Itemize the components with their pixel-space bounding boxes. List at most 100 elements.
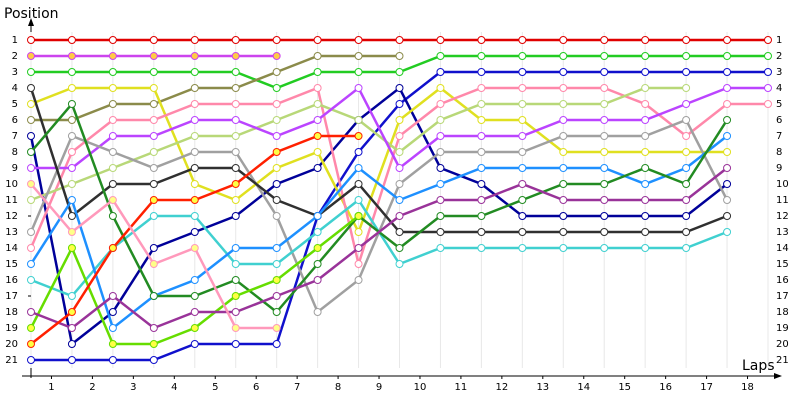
point <box>723 52 732 60</box>
point <box>108 36 117 44</box>
y2-tick-label: 7 <box>776 131 782 142</box>
y-tick-label: 14 <box>5 243 18 254</box>
point <box>395 68 404 76</box>
point <box>313 84 322 92</box>
y2-tick-label: 18 <box>776 307 789 318</box>
point <box>313 308 322 316</box>
point <box>27 36 35 44</box>
point <box>559 244 568 252</box>
point <box>108 292 117 300</box>
point <box>559 68 568 76</box>
point <box>723 116 732 124</box>
point <box>313 100 322 108</box>
point <box>108 148 117 156</box>
point <box>67 68 76 76</box>
point <box>231 212 240 220</box>
point <box>149 260 158 268</box>
point <box>477 116 486 124</box>
point <box>436 100 445 108</box>
y2-tick-label: 16 <box>776 275 789 286</box>
point <box>149 116 158 124</box>
point <box>231 116 240 124</box>
x-tick-label: 13 <box>536 382 549 393</box>
point <box>272 196 281 204</box>
point <box>108 196 117 204</box>
point <box>27 228 35 236</box>
point <box>313 276 322 284</box>
point <box>272 324 281 332</box>
point <box>559 148 568 156</box>
point <box>190 244 199 252</box>
point <box>190 308 199 316</box>
point <box>682 84 691 92</box>
point <box>641 148 650 156</box>
y-tick-label: 20 <box>5 339 18 350</box>
x-tick-label: 15 <box>618 382 631 393</box>
point <box>682 180 691 188</box>
point <box>518 244 527 252</box>
point <box>108 324 117 332</box>
point <box>518 68 527 76</box>
series-line <box>30 198 728 298</box>
x-tick-label: 17 <box>700 382 713 393</box>
point <box>518 164 527 172</box>
point <box>272 52 281 60</box>
point <box>231 148 240 156</box>
y2-tick-label: 12 <box>776 211 789 222</box>
y2-tick-label: 9 <box>776 163 782 174</box>
point <box>231 244 240 252</box>
point <box>764 36 772 44</box>
y2-tick-label: 6 <box>776 115 782 126</box>
point <box>600 132 609 140</box>
point <box>395 196 404 204</box>
point <box>559 196 568 204</box>
point <box>641 84 650 92</box>
point <box>395 148 404 156</box>
point <box>149 196 158 204</box>
point <box>559 100 568 108</box>
y2-tick-label: 14 <box>776 243 789 254</box>
point <box>67 228 76 236</box>
point <box>231 340 240 348</box>
point <box>436 212 445 220</box>
point <box>27 196 35 204</box>
y-tick-label: 1 <box>12 35 18 46</box>
point <box>354 180 363 188</box>
point <box>149 292 158 300</box>
point <box>149 148 158 156</box>
point <box>231 132 240 140</box>
point <box>67 180 76 188</box>
y-tick-label: 12 <box>5 211 18 222</box>
point <box>600 36 609 44</box>
point <box>723 84 732 92</box>
series-line <box>29 135 728 331</box>
point <box>559 212 568 220</box>
point <box>559 116 568 124</box>
x-tick-label: 2 <box>89 382 95 393</box>
series-line <box>30 167 728 330</box>
x-axis-label: Laps <box>742 358 775 374</box>
point <box>149 68 158 76</box>
point <box>682 244 691 252</box>
point <box>477 196 486 204</box>
y-tick-label: 10 <box>5 179 18 190</box>
point <box>477 212 486 220</box>
x-tick-label: 8 <box>335 382 341 393</box>
point <box>682 164 691 172</box>
point <box>149 212 158 220</box>
point <box>395 132 404 140</box>
point <box>600 164 609 172</box>
point <box>518 212 527 220</box>
y-tick-label: 8 <box>12 147 18 158</box>
point <box>600 212 609 220</box>
point <box>600 116 609 124</box>
point <box>231 196 240 204</box>
point <box>641 244 650 252</box>
point <box>641 68 650 76</box>
x-tick-label: 6 <box>253 382 259 393</box>
point <box>641 52 650 60</box>
y-tick-label: 19 <box>5 323 18 334</box>
y2-tick-label: 5 <box>776 99 782 110</box>
point <box>395 116 404 124</box>
point <box>395 180 404 188</box>
